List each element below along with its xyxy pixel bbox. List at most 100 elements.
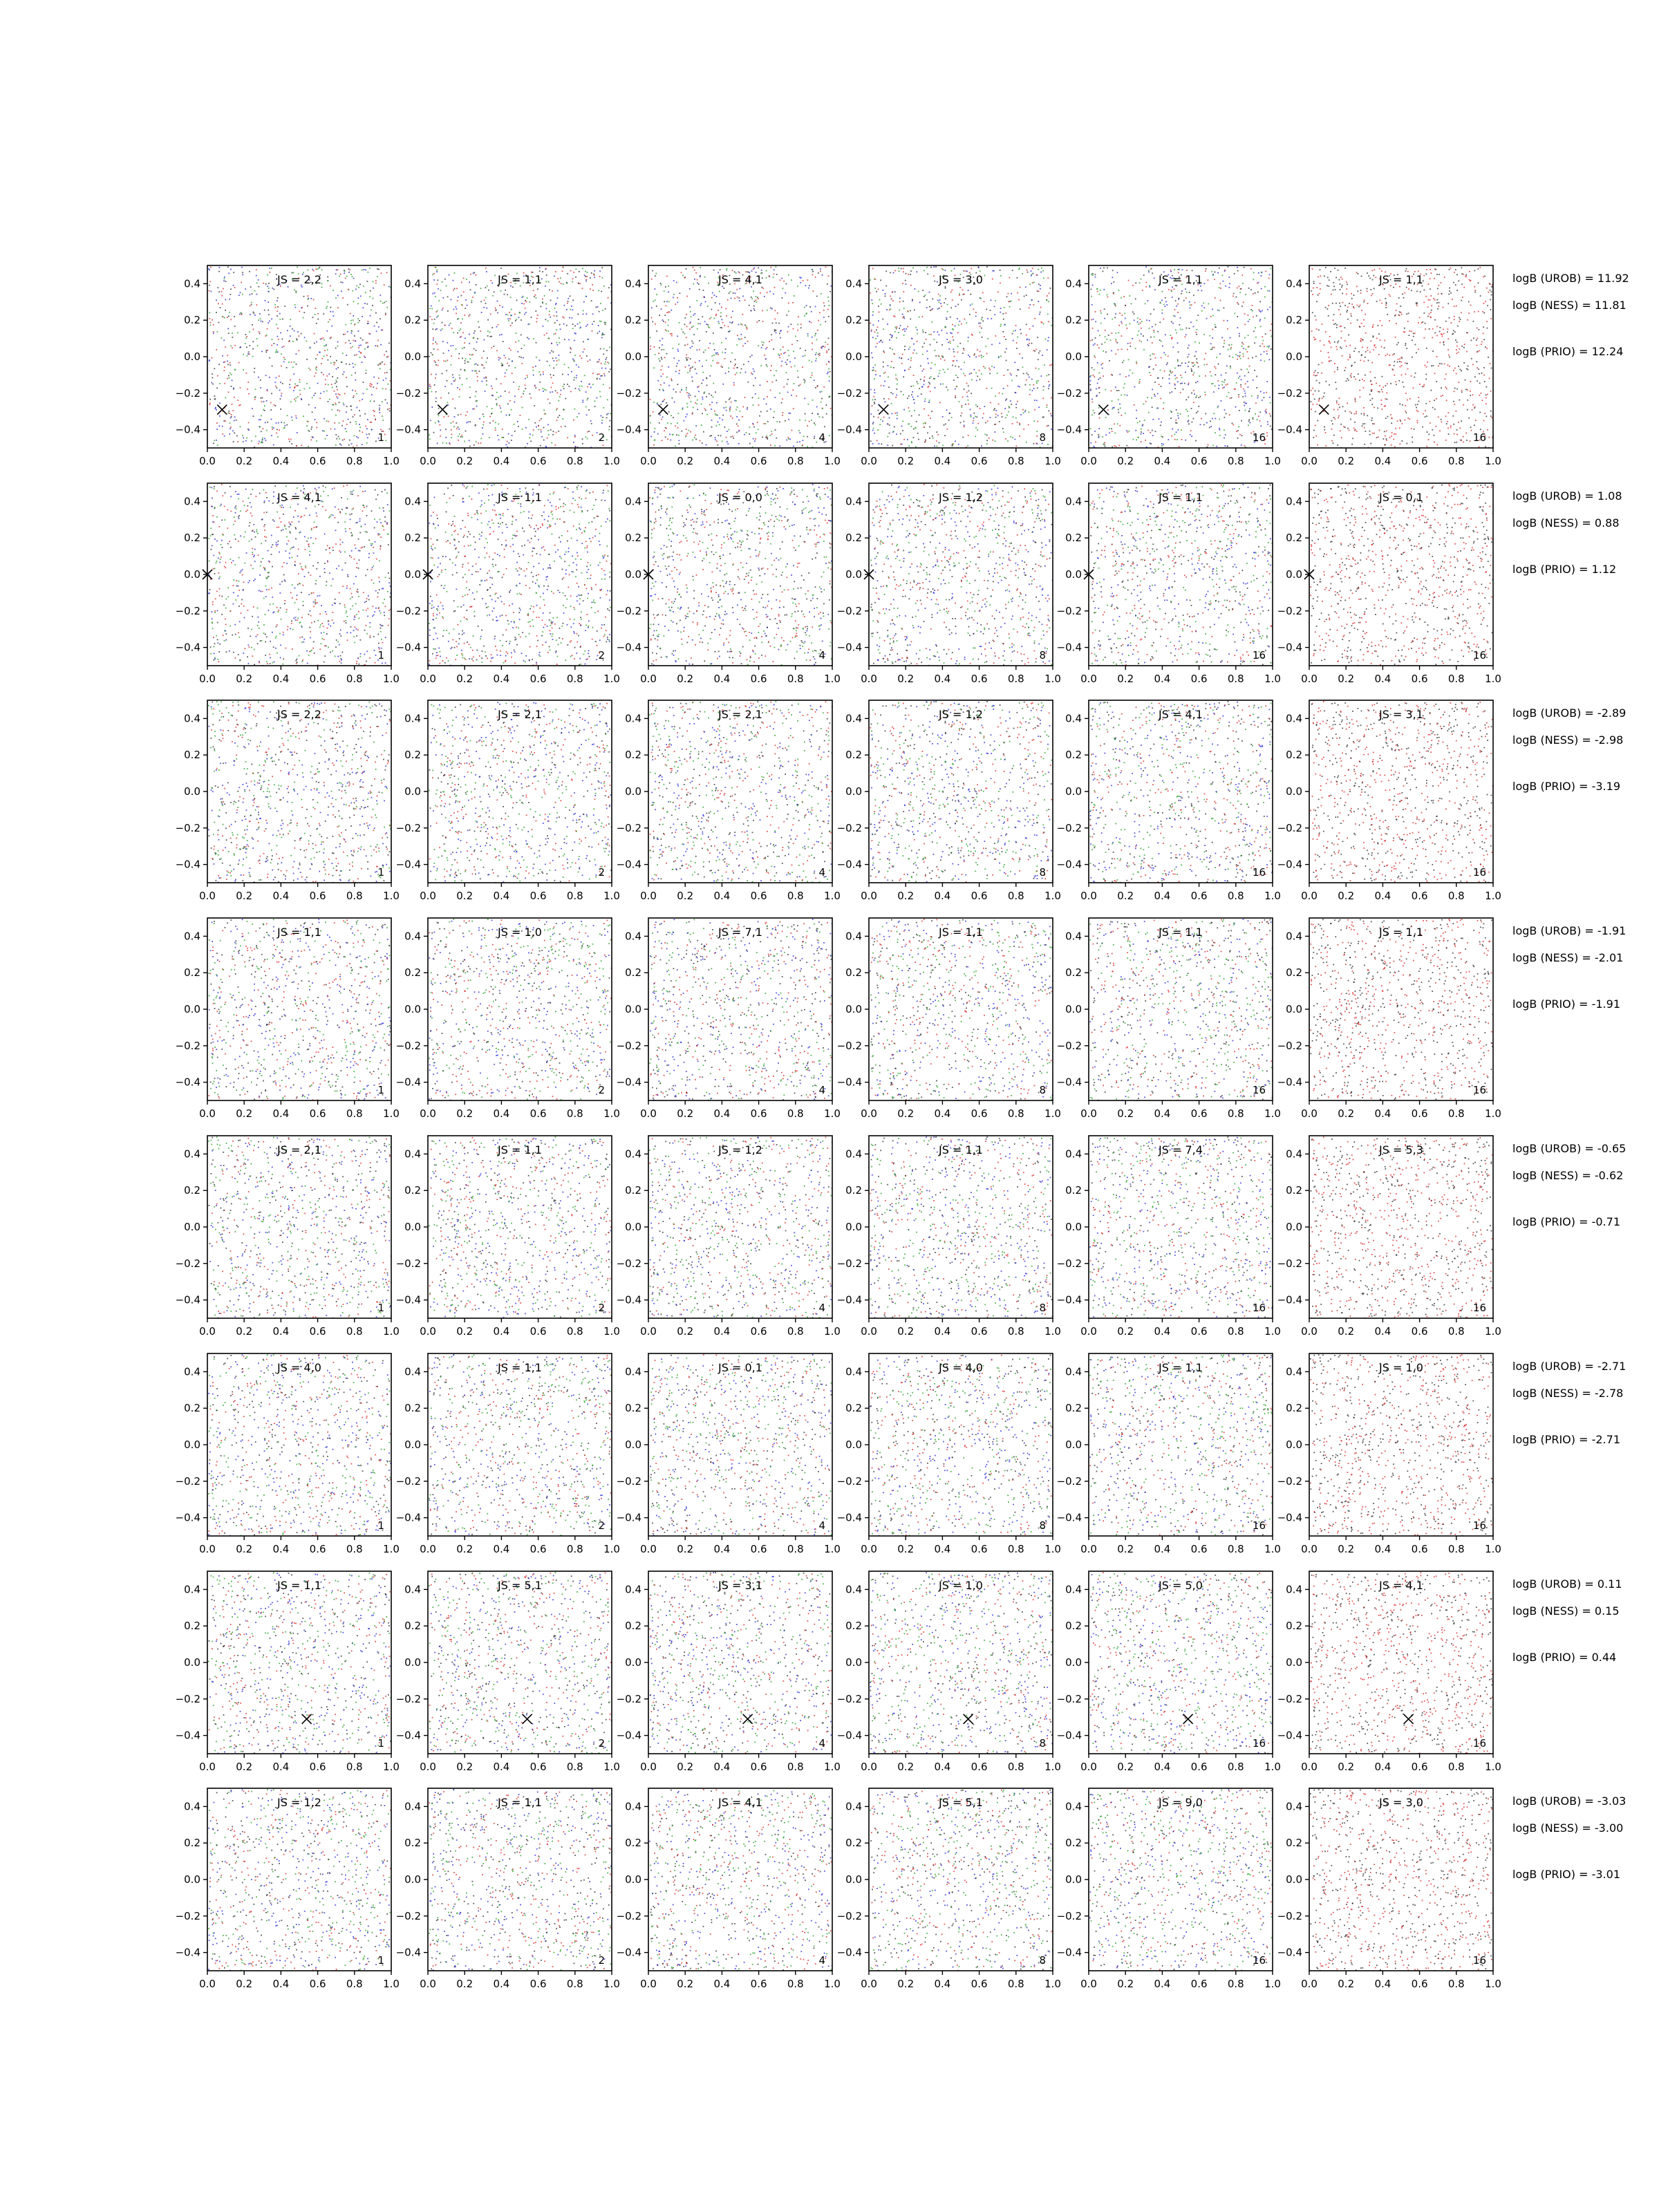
scatter-point (246, 346, 247, 348)
scatter-point (222, 433, 223, 435)
scatter-point (386, 351, 387, 353)
scatter-point (371, 310, 372, 311)
scatter-point (209, 402, 211, 404)
scatter-point (229, 433, 230, 435)
scatter-point (334, 429, 335, 430)
scatter-point (288, 362, 290, 363)
scatter-point (370, 383, 371, 384)
scatter-point (384, 284, 385, 285)
scatter-point (218, 271, 220, 272)
scatter-point (263, 409, 264, 411)
scatter-point (254, 290, 256, 292)
scatter-point (252, 348, 254, 350)
scatter-point (340, 281, 341, 283)
scatter-point (344, 270, 345, 271)
scatter-point (209, 290, 210, 292)
scatter-point (369, 385, 371, 386)
scatter-point (369, 296, 371, 297)
scatter-point (265, 375, 267, 376)
scatter-point (340, 274, 341, 275)
scatter-point (358, 330, 359, 332)
scatter-point (271, 419, 272, 420)
scatter-point (225, 346, 226, 348)
scatter-point (324, 431, 325, 432)
scatter-point (268, 288, 270, 289)
scatter-point (234, 420, 235, 422)
scatter-point (321, 372, 322, 373)
scatter-point (368, 272, 369, 273)
scatter-point (346, 276, 348, 277)
scatter-point (377, 346, 378, 347)
scatter-point (385, 315, 386, 316)
scatter-point (209, 318, 211, 319)
scatter-point (229, 377, 230, 379)
scatter-point (332, 311, 334, 312)
scatter-point (344, 439, 345, 440)
scatter-point (351, 443, 353, 444)
scatter-point (237, 400, 238, 401)
scatter-point (247, 388, 248, 390)
scatter-point (332, 290, 334, 291)
scatter-point (233, 441, 234, 442)
scatter-point (331, 326, 332, 327)
scatter-point (357, 407, 358, 409)
scatter-point (322, 337, 324, 339)
scatter-point (376, 322, 377, 324)
scatter-point (266, 350, 268, 351)
scatter-point (343, 334, 344, 335)
scatter-point (222, 316, 223, 317)
scatter-point (362, 444, 363, 445)
scatter-point (375, 280, 377, 281)
scatter-point (256, 294, 258, 295)
scatter-point (240, 292, 241, 294)
scatter-point (247, 355, 248, 357)
scatter-point (245, 288, 246, 290)
scatter-point (282, 383, 283, 384)
scatter-point (299, 390, 301, 391)
scatter-point (350, 274, 352, 275)
scatter-point (259, 333, 261, 335)
scatter-point (382, 415, 383, 417)
scatter-point (351, 330, 353, 332)
scatter-point (211, 291, 212, 292)
scatter-point (356, 423, 357, 424)
scatter-point (298, 350, 299, 351)
scatter-point (371, 394, 373, 395)
scatter-point (373, 377, 375, 378)
scatter-point (229, 364, 231, 366)
scatter-point (345, 278, 346, 279)
scatter-point (237, 441, 238, 442)
scatter-point (269, 321, 270, 322)
scatter-point (289, 384, 290, 385)
scatter-point (373, 288, 374, 289)
scatter-point (333, 315, 335, 317)
scatter-point (212, 357, 213, 359)
scatter-point (323, 374, 324, 375)
scatter-point (335, 383, 336, 384)
scatter-point (219, 415, 221, 417)
scatter-point (276, 315, 278, 317)
scatter-point (315, 308, 317, 309)
scatter-points (208, 266, 391, 447)
scatter-point (347, 304, 348, 306)
scatter-point (229, 312, 230, 313)
scatter-point (282, 319, 283, 320)
scatter-point (346, 386, 348, 387)
scatter-point (315, 407, 316, 409)
scatter-point (346, 355, 347, 356)
scatter-point (335, 273, 337, 274)
scatter-point (228, 316, 229, 317)
scatter-point (367, 342, 368, 344)
scatter-point (265, 335, 267, 337)
scatter-point (279, 313, 281, 315)
scatter-point (308, 299, 309, 300)
scatter-point (281, 393, 283, 394)
scatter-point (358, 347, 359, 348)
scatter-point (355, 391, 356, 392)
scatter-point (321, 338, 322, 339)
scatter-point (296, 418, 297, 419)
scatter-point (232, 337, 234, 338)
scatter-point (272, 429, 273, 430)
scatter-point (228, 375, 229, 377)
scatter-point (213, 332, 214, 334)
